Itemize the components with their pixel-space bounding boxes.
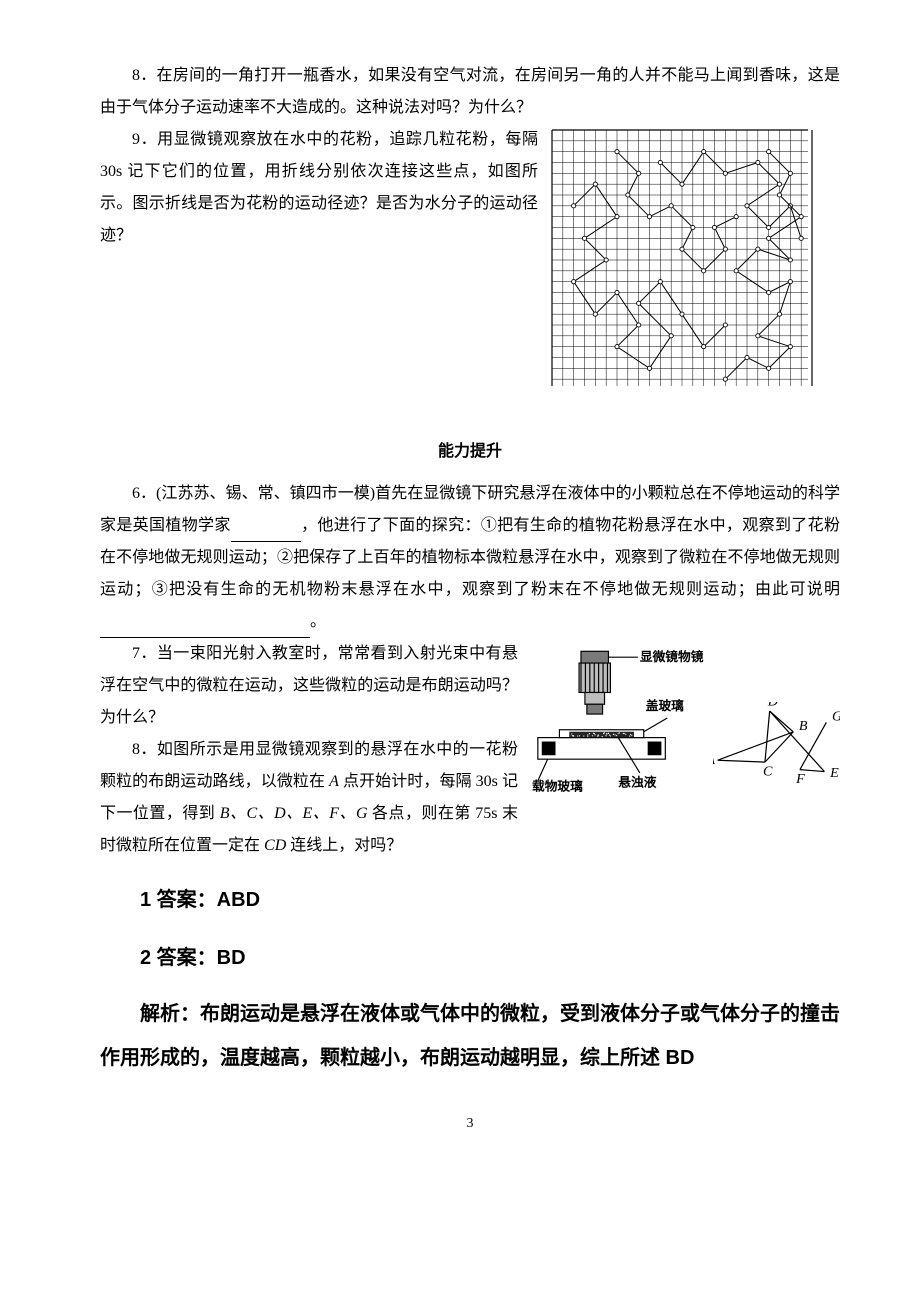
question-6b: 6．(江苏苏、锡、常、镇四市一模)首先在显微镜下研究悬浮在液体中的小颗粒总在不停…: [100, 478, 840, 638]
answer-1: 1 答案：ABD: [100, 880, 840, 920]
svg-text:B: B: [798, 718, 807, 734]
q6b-suffix: 。: [310, 613, 326, 630]
svg-text:E: E: [829, 765, 839, 781]
svg-text:悬浊液: 悬浊液: [617, 775, 656, 790]
right-figures: 显微镜物镜盖玻璃载物玻璃 悬浊液 A B C D E F G: [530, 642, 840, 792]
q6b-blank2: [100, 618, 310, 638]
path-figure: A B C D E F G: [713, 702, 840, 792]
section-title-ability: 能力提升: [100, 436, 840, 468]
svg-text:载物玻璃: 载物玻璃: [532, 779, 583, 792]
q8b-list: B、C、D、E、F、G: [220, 805, 368, 822]
q8b-A: A: [329, 773, 339, 790]
q6b-blank1: [231, 522, 301, 542]
svg-text:C: C: [763, 763, 773, 779]
answer-explain: 解析：布朗运动是悬浮在液体或气体中的微粒，受到液体分子或气体分子的撞击作用形成的…: [100, 992, 840, 1080]
microscope-figure: 显微镜物镜盖玻璃载物玻璃 悬浊液: [530, 642, 707, 792]
q8b-d: 连线上，对吗？: [286, 837, 402, 854]
svg-text:A: A: [713, 752, 715, 768]
q8b-CD: CD: [264, 837, 286, 854]
svg-text:D: D: [766, 702, 778, 709]
brownian-grid-svg: [550, 128, 840, 388]
question-8: 8．在房间的一角打开一瓶香水，如果没有空气对流，在房间另一角的人并不能马上闻到香…: [100, 60, 840, 124]
svg-text:F: F: [795, 771, 805, 787]
page-number: 3: [100, 1110, 840, 1138]
svg-text:盖玻璃: 盖玻璃: [646, 698, 684, 713]
svg-text:显微镜物镜: 显微镜物镜: [640, 649, 704, 664]
answer-2: 2 答案：BD: [100, 938, 840, 978]
brownian-grid-figure: [550, 128, 840, 400]
svg-text:G: G: [832, 709, 840, 725]
